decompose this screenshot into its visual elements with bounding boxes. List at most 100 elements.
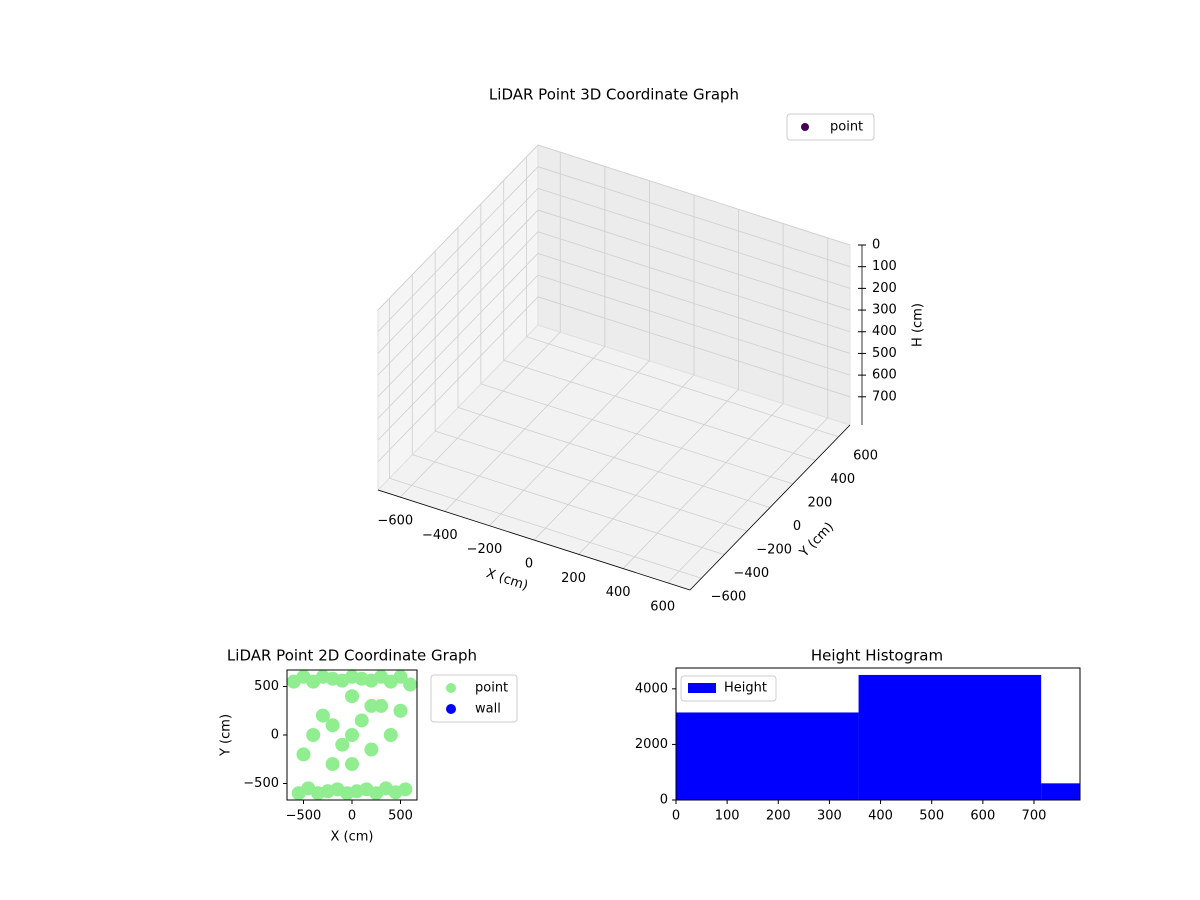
z-tick-label: 500 bbox=[872, 346, 897, 361]
axis-line bbox=[377, 489, 691, 591]
legend-label: point bbox=[830, 120, 863, 135]
x-tick-label: 300 bbox=[817, 809, 842, 824]
grid-line bbox=[537, 253, 851, 354]
x-tick-label: 0 bbox=[348, 809, 356, 824]
z-tick-label: 100 bbox=[872, 259, 897, 274]
grid-line bbox=[377, 188, 539, 354]
y-tick-label: 400 bbox=[830, 472, 855, 487]
y-tick-label: 0 bbox=[793, 519, 801, 534]
chart-title: LiDAR Point 2D Coordinate Graph bbox=[227, 647, 477, 665]
grid-line bbox=[537, 274, 851, 376]
grid-line bbox=[377, 209, 539, 376]
point bbox=[335, 737, 350, 752]
x-tick-label: −400 bbox=[422, 528, 458, 543]
grid-line bbox=[412, 454, 725, 556]
z-tick-label: 200 bbox=[872, 281, 897, 296]
grid-line bbox=[377, 253, 539, 419]
axes-frame bbox=[675, 667, 1081, 801]
grid-line bbox=[537, 144, 851, 246]
legend-label: Height bbox=[724, 681, 767, 696]
x-tick-label: 500 bbox=[388, 809, 413, 824]
grid-line bbox=[435, 430, 748, 532]
x-tick-label: 600 bbox=[970, 809, 995, 824]
y-tick-label: 0 bbox=[660, 793, 668, 808]
point bbox=[306, 728, 321, 742]
y-tick-label: 0 bbox=[271, 728, 279, 743]
x-axis-label: X (cm) bbox=[331, 830, 374, 845]
point bbox=[393, 703, 408, 718]
y-axis-label: Y (cm) bbox=[219, 714, 234, 757]
y-axis-label: Y (cm) bbox=[796, 520, 837, 561]
point bbox=[354, 713, 369, 728]
grid-line bbox=[457, 407, 771, 508]
grid-line bbox=[377, 231, 539, 398]
y-tick-label: −500 bbox=[243, 776, 279, 791]
x-tick-label: −600 bbox=[377, 514, 413, 529]
point bbox=[325, 718, 340, 733]
z-tick-label: 600 bbox=[872, 368, 897, 383]
grid-line bbox=[537, 231, 851, 333]
grid-line bbox=[377, 274, 539, 441]
z-tick-label: 300 bbox=[872, 303, 897, 318]
x-tick-label: −500 bbox=[286, 809, 322, 824]
grid-line bbox=[503, 359, 816, 461]
x-tick-label: −200 bbox=[467, 542, 503, 557]
legend-marker bbox=[801, 123, 809, 131]
point bbox=[345, 728, 359, 742]
bar bbox=[676, 712, 859, 800]
y-tick-label: −200 bbox=[756, 543, 792, 558]
grid-line bbox=[537, 166, 851, 268]
y-tick-label: 200 bbox=[807, 495, 832, 510]
point bbox=[296, 747, 311, 762]
legend-marker bbox=[446, 704, 456, 714]
z-tick-label: 700 bbox=[872, 389, 897, 404]
grid-line bbox=[537, 209, 851, 311]
point bbox=[325, 757, 340, 772]
bar bbox=[1041, 783, 1080, 800]
legend-marker bbox=[446, 683, 456, 693]
x-tick-label: 100 bbox=[715, 809, 740, 824]
legend-marker bbox=[688, 683, 716, 693]
x-tick-label: 500 bbox=[919, 809, 944, 824]
y-tick-label: 4000 bbox=[635, 681, 668, 696]
z-tick-label: 0 bbox=[872, 238, 880, 253]
x-tick-label: 0 bbox=[672, 809, 680, 824]
x-tick-label: 0 bbox=[525, 557, 533, 572]
grid-line bbox=[377, 166, 539, 332]
point bbox=[403, 677, 417, 692]
x-tick-label: 400 bbox=[606, 585, 631, 600]
legend-label: point bbox=[475, 681, 508, 696]
point bbox=[364, 698, 379, 713]
grid-line bbox=[537, 187, 851, 289]
z-axis-label: H (cm) bbox=[911, 303, 926, 347]
legend-box bbox=[680, 675, 777, 702]
point bbox=[393, 670, 408, 684]
x-axis-label: X (cm) bbox=[484, 566, 530, 594]
x-tick-label: 200 bbox=[766, 809, 791, 824]
chart-title: LiDAR Point 3D Coordinate Graph bbox=[489, 86, 739, 104]
grid-line bbox=[389, 477, 702, 579]
axis-line bbox=[689, 424, 851, 591]
y-tick-label: −600 bbox=[711, 590, 747, 605]
plot-2d bbox=[287, 670, 417, 800]
point bbox=[364, 742, 379, 757]
x-tick-label: 600 bbox=[650, 599, 675, 614]
bar bbox=[858, 674, 1042, 800]
point bbox=[383, 728, 398, 742]
grid-line bbox=[377, 144, 539, 311]
point bbox=[374, 698, 389, 713]
legend-box bbox=[786, 113, 875, 141]
grid-line bbox=[377, 296, 539, 463]
y-tick-label: 500 bbox=[254, 679, 279, 694]
y-tick-label: −400 bbox=[733, 566, 769, 581]
x-tick-label: 200 bbox=[561, 571, 586, 586]
x-tick-label: 400 bbox=[868, 809, 893, 824]
x-tick-label: 700 bbox=[1022, 809, 1047, 824]
point bbox=[315, 708, 330, 723]
z-tick-label: 400 bbox=[872, 324, 897, 339]
grid-line bbox=[480, 383, 793, 485]
chart-title: Height Histogram bbox=[811, 647, 943, 665]
grid-line bbox=[537, 296, 851, 398]
